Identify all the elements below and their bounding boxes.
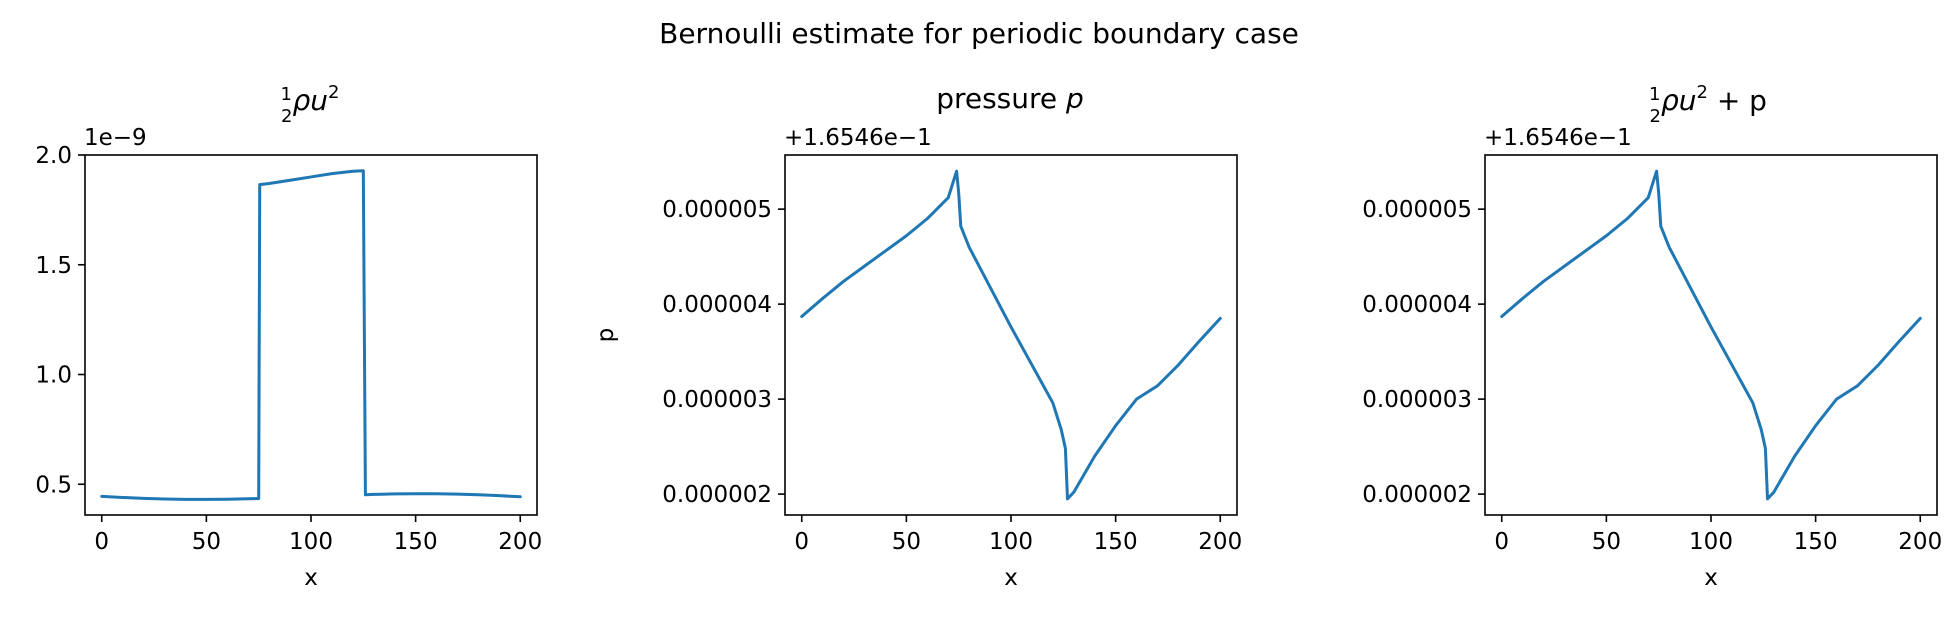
y-tick-label: 0.5 — [35, 472, 72, 498]
series-line — [1500, 169, 1922, 501]
panel-bernoulli-sum: 1 2ρu2 + p +1.6546e−1 0.0000020.0000030.0… — [1362, 82, 1942, 591]
y-tick-label: 0.000002 — [1362, 482, 1472, 508]
y-offset-text: +1.6546e−1 — [1484, 125, 1632, 151]
y-tick-label: 1.5 — [35, 253, 72, 279]
y-offset-text: 1e−9 — [84, 125, 147, 151]
plot-frame — [1484, 154, 1938, 516]
panel-kinetic-energy: 1 2ρu2 1e−9 0.5 1.0 1.5 2.0 0 50 100 150 200 x — [35, 82, 542, 591]
x-tick-label: 200 — [498, 529, 542, 555]
y-tick-label: 2.0 — [35, 143, 72, 169]
x-tick-label: 50 — [1592, 529, 1621, 555]
x-axis-label: x — [1704, 565, 1718, 591]
x-tick-label: 150 — [394, 529, 438, 555]
y-tick-label: 0.000004 — [662, 292, 772, 318]
x-tick-label: 0 — [1494, 529, 1509, 555]
y-tick-label: 0.000005 — [662, 197, 772, 223]
x-tick-label: 150 — [1094, 529, 1138, 555]
figure-suptitle: Bernoulli estimate for periodic boundary… — [659, 17, 1299, 50]
y-tick-label: 0.000003 — [662, 387, 772, 413]
plot-frame — [784, 154, 1238, 516]
x-tick-label: 200 — [1898, 529, 1942, 555]
x-tick-label: 50 — [892, 529, 921, 555]
y-tick-label: 1.0 — [35, 363, 72, 389]
y-offset-text: +1.6546e−1 — [784, 125, 932, 151]
panel-title: pressure p — [936, 82, 1084, 115]
x-axis-label: x — [304, 565, 318, 591]
x-tick-label: 200 — [1198, 529, 1242, 555]
plot-frame — [84, 154, 538, 516]
series-line — [100, 169, 522, 501]
x-tick-label: 100 — [989, 529, 1033, 555]
y-tick-label: 0.000002 — [662, 482, 772, 508]
panel-title: 1 2ρu2 — [281, 82, 340, 127]
x-tick-label: 0 — [794, 529, 809, 555]
series-line — [800, 169, 1222, 501]
panel-pressure: pressure p +1.6546e−1 0.0000020.0000030.… — [593, 82, 1242, 591]
y-tick-label: 0.000003 — [1362, 387, 1472, 413]
x-tick-label: 50 — [192, 529, 221, 555]
y-tick-label: 0.000005 — [1362, 197, 1472, 223]
x-tick-label: 100 — [1689, 529, 1733, 555]
y-tick-group: 0.000002 0.000003 0.000004 0.000005 — [1362, 197, 1485, 508]
y-tick-group: 0.5 1.0 1.5 2.0 — [35, 143, 85, 498]
x-tick-group: 0 50 100 150 200 — [94, 515, 542, 555]
y-tick-label: 0.000004 — [1362, 292, 1472, 318]
x-tick-label: 150 — [1794, 529, 1838, 555]
x-tick-label: 0 — [94, 529, 109, 555]
panel-title: 1 2ρu2 + p — [1649, 82, 1767, 127]
y-axis-label: p — [593, 328, 619, 343]
x-tick-group: 0 50 100 150 200 — [794, 515, 1242, 555]
y-tick-group: 0.000002 0.000003 0.000004 0.000005 — [662, 197, 785, 508]
x-tick-group: 0 50 100 150 200 — [1494, 515, 1942, 555]
x-tick-label: 100 — [289, 529, 333, 555]
x-axis-label: x — [1004, 565, 1018, 591]
